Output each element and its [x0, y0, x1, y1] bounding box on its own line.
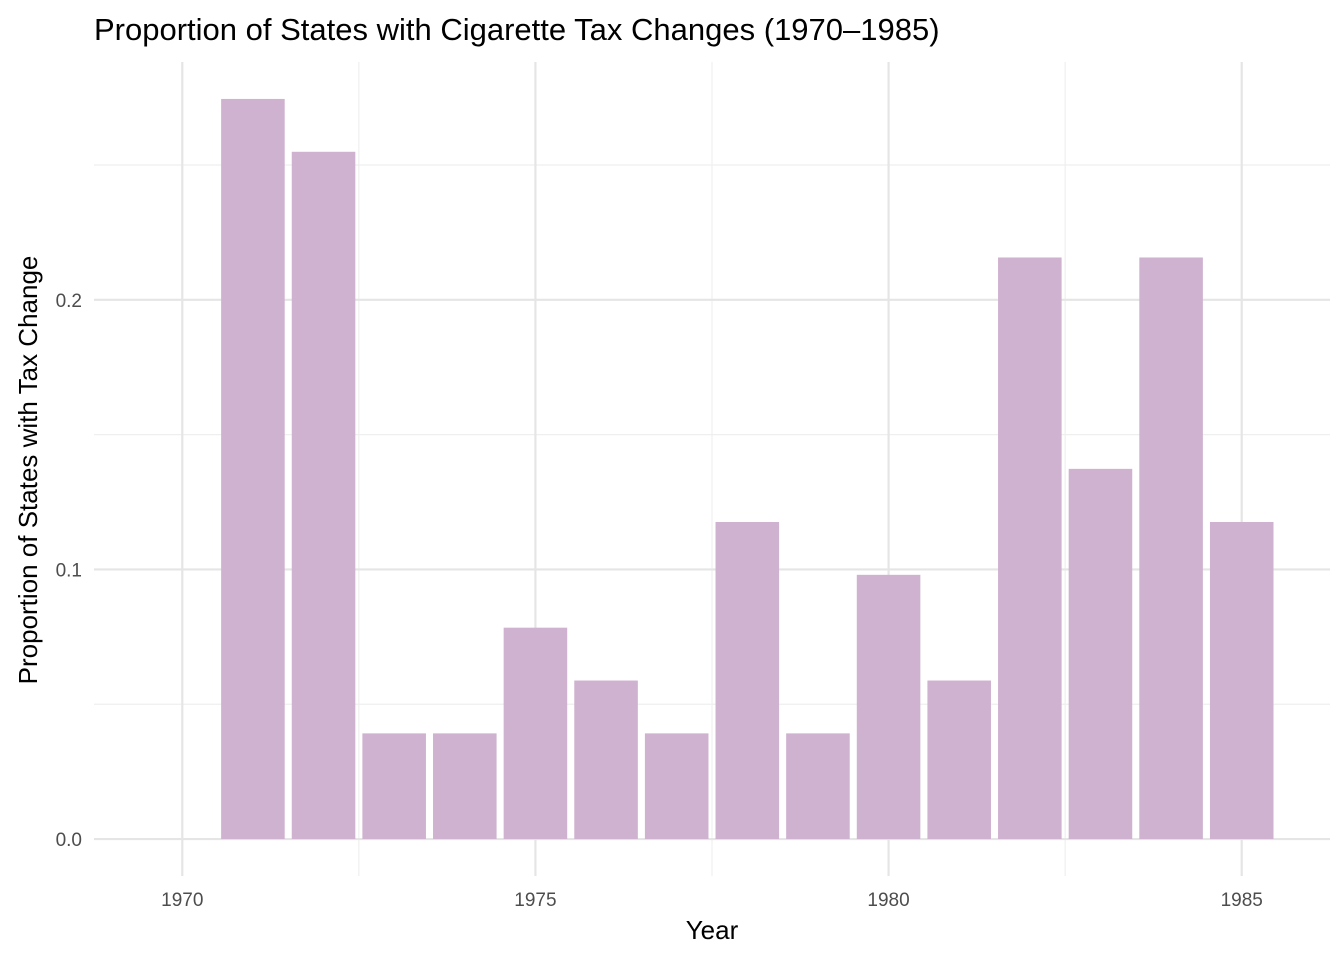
bar-1971: [221, 98, 285, 840]
x-tick-label: 1975: [514, 890, 556, 911]
bar-1981: [927, 680, 991, 840]
bar-1979: [786, 733, 850, 840]
bar-1973: [362, 733, 426, 840]
x-axis-tick-labels: 1970 1975 1980 1985: [161, 890, 1263, 911]
y-tick-label: 0.2: [56, 291, 82, 312]
x-tick-label: 1970: [161, 890, 203, 911]
bar-1975: [503, 627, 568, 840]
y-axis-tick-labels: 0.0 0.1 0.2: [56, 291, 82, 851]
bar-1974: [433, 733, 497, 840]
x-axis-title: Year: [686, 915, 739, 945]
x-tick-label: 1980: [867, 890, 909, 911]
bar-1985: [1209, 521, 1274, 840]
bar-1984: [1139, 257, 1203, 840]
y-axis-title: Proportion of States with Tax Change: [13, 256, 43, 685]
bar-1980: [856, 574, 921, 840]
x-tick-label: 1985: [1221, 890, 1263, 911]
bar-1982: [998, 257, 1062, 840]
bar-1983: [1068, 468, 1133, 840]
bar-1978: [715, 521, 780, 840]
plot-area: [94, 62, 1330, 876]
y-tick-label: 0.1: [56, 560, 82, 581]
bar-1972: [291, 151, 356, 840]
chart-title: Proportion of States with Cigarette Tax …: [94, 12, 940, 47]
bar-1976: [574, 680, 638, 840]
bars: [221, 98, 1274, 840]
bar-1977: [644, 733, 709, 840]
y-tick-label: 0.0: [56, 830, 82, 851]
